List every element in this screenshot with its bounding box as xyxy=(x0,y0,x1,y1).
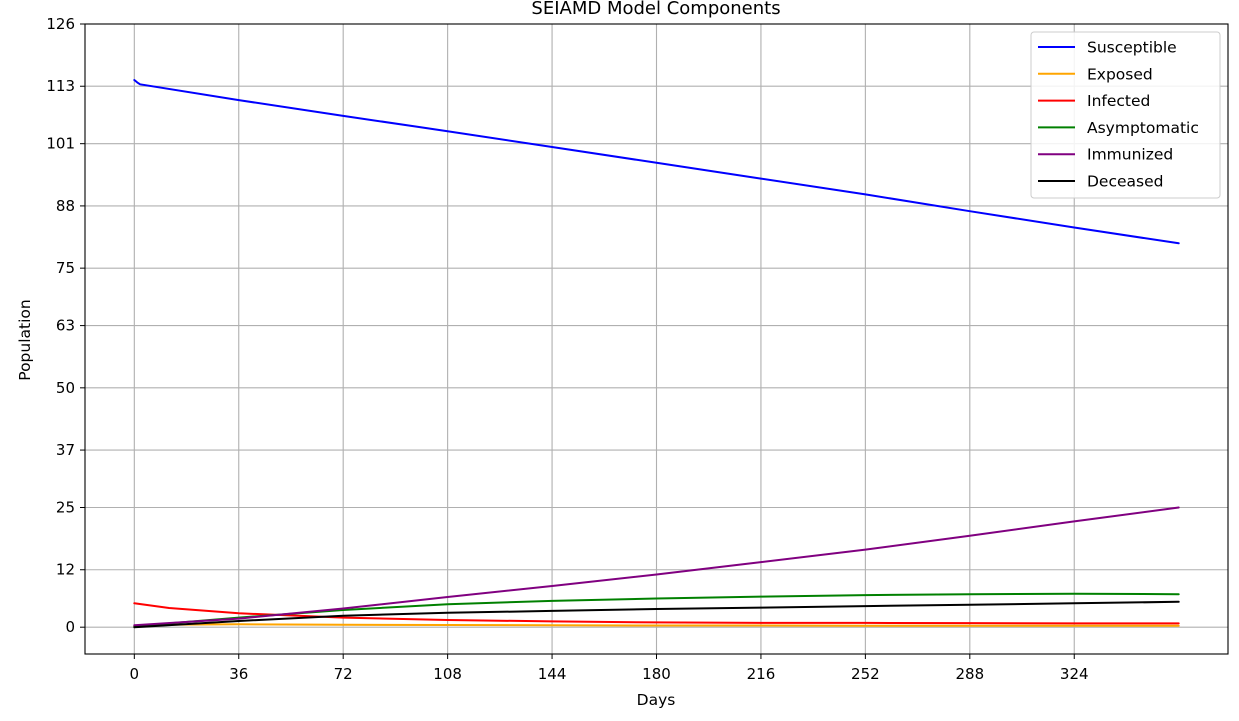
legend-label-deceased: Deceased xyxy=(1087,173,1163,191)
legend-box xyxy=(1030,31,1221,199)
legend-label-exposed: Exposed xyxy=(1087,65,1153,83)
legend-label-infected: Infected xyxy=(1087,92,1150,110)
x-tick-label: 72 xyxy=(334,665,353,683)
y-tick-label: 101 xyxy=(46,135,75,153)
series-line-immunized xyxy=(133,506,1180,627)
x-tick-label: 144 xyxy=(538,665,567,683)
series-line-exposed xyxy=(133,623,1180,628)
x-tick-label: 36 xyxy=(229,665,248,683)
y-tick-label: 113 xyxy=(46,77,75,95)
series-line-susceptible xyxy=(133,79,1180,245)
x-tick-label: 288 xyxy=(955,665,984,683)
x-tick-label: 180 xyxy=(642,665,671,683)
y-tick-label: 50 xyxy=(56,379,75,397)
y-tick-label: 25 xyxy=(56,499,75,517)
chart-title: SEIAMD Model Components xyxy=(531,0,780,19)
y-tick-label: 63 xyxy=(56,317,75,335)
legend: Susceptible Exposed Infected Asymptomatic Im… xyxy=(1030,31,1221,199)
x-tick-label: 252 xyxy=(851,665,880,683)
series-line-infected xyxy=(133,602,1180,625)
y-tick-label: 126 xyxy=(46,15,75,33)
y-tick-label: 37 xyxy=(56,441,75,459)
series-line-deceased xyxy=(133,600,1180,629)
x-axis-label: Days xyxy=(637,691,676,709)
y-tick-label: 0 xyxy=(65,618,75,636)
legend-label-asymptomatic: Asymptomatic xyxy=(1087,119,1199,137)
x-tick-label: 0 xyxy=(130,665,140,683)
series-lines xyxy=(133,79,1180,629)
legend-label-immunized: Immunized xyxy=(1087,146,1173,164)
y-tick-label: 12 xyxy=(56,561,75,579)
x-tick-label: 324 xyxy=(1060,665,1089,683)
y-tick-label: 88 xyxy=(56,197,75,215)
y-axis-label: Population xyxy=(16,299,34,380)
x-tick-label: 216 xyxy=(747,665,776,683)
y-tick-label: 75 xyxy=(56,259,75,277)
legend-label-susceptible: Susceptible xyxy=(1087,39,1177,57)
grid xyxy=(85,23,1228,654)
axis-ticks: 0 36 72 108 144 180 216 252 288 324 0 12 25 37 50 63 75 8… xyxy=(46,15,1088,683)
x-tick-label: 108 xyxy=(433,665,462,683)
